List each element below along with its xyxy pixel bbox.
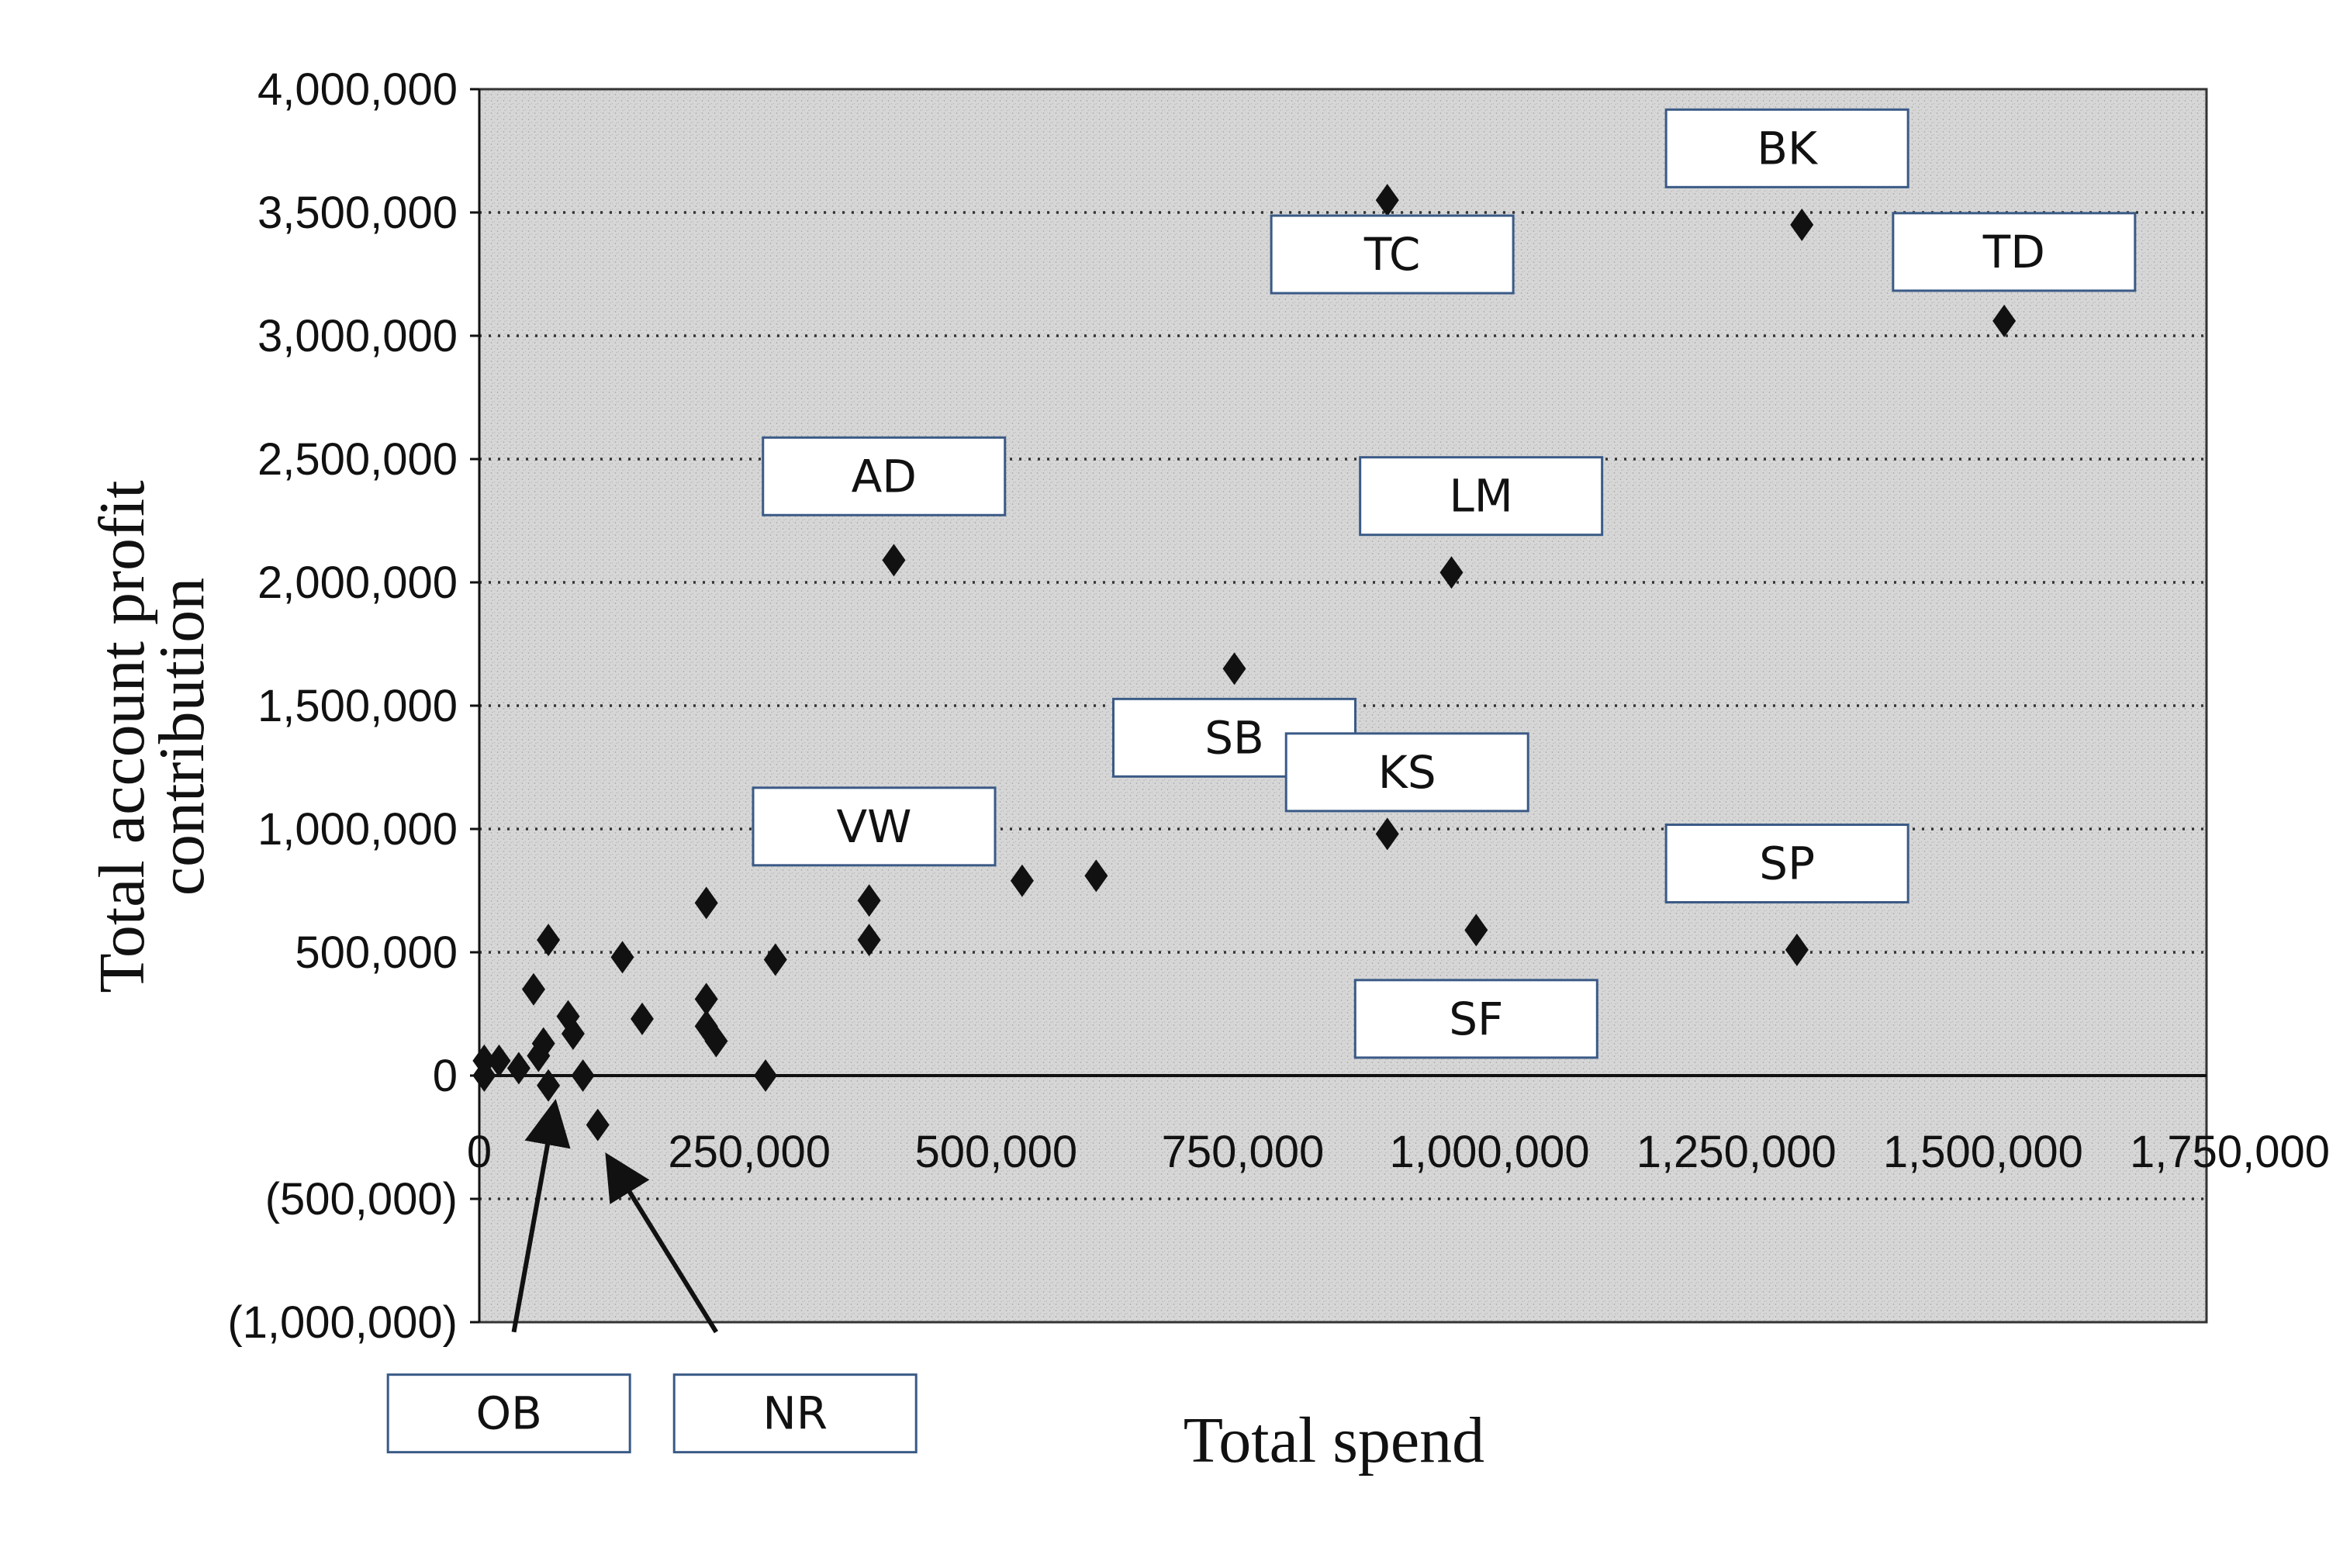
annotation-vw: VW [752, 786, 997, 867]
y-tick-label: 2,500,000 [257, 434, 458, 485]
annotation-label: SP [1759, 838, 1815, 890]
data-point [857, 924, 881, 957]
data-point [763, 943, 787, 976]
y-tick-label: 1,500,000 [257, 681, 458, 731]
data-point [487, 1044, 511, 1077]
data-point [1010, 864, 1034, 897]
annotation-arrow-ob [511, 1098, 571, 1333]
annotation-sf: SF [1353, 979, 1598, 1059]
data-point [1375, 817, 1399, 851]
data-point [1790, 208, 1814, 241]
annotation-box [1353, 979, 1598, 1059]
data-point [1084, 859, 1108, 893]
data-point [857, 884, 881, 917]
data-points [472, 184, 2017, 1141]
y-tick-label: (1,000,000) [227, 1297, 458, 1348]
annotation-box [1892, 212, 2137, 292]
y-tick-labels: 4,000,000 3,500,000 3,000,000 2,500,000 2,00… [227, 64, 479, 1348]
data-point [571, 1059, 595, 1092]
annotation-bk: BK [1664, 108, 1909, 188]
y-axis-title-line2: contribution [146, 578, 218, 896]
y-tick-label: 3,500,000 [257, 188, 458, 238]
annotation-label: AD [852, 450, 917, 503]
data-point [754, 1059, 778, 1092]
annotation-label: NR [762, 1387, 828, 1440]
x-tick-label: 1,000,000 [1390, 1127, 1590, 1177]
annotation-nr: NR [672, 1373, 918, 1454]
annotation-box [1664, 824, 1909, 904]
y-tick-label: (500,000) [265, 1174, 458, 1224]
y-tick-label: 3,000,000 [257, 311, 458, 361]
data-point [882, 544, 906, 577]
x-axis-title: Total spend [1184, 1404, 1484, 1476]
annotation-label: KS [1378, 746, 1436, 799]
annotation-ob: OB [386, 1373, 631, 1454]
annotation-box [752, 786, 997, 867]
x-tick-label: 500,000 [914, 1127, 1077, 1177]
annotation-td: TD [1892, 212, 2137, 292]
x-tick-label: 0 [467, 1127, 492, 1177]
data-point [694, 983, 718, 1016]
data-point [694, 886, 718, 920]
data-point [531, 1027, 555, 1060]
x-tick-label: 750,000 [1162, 1127, 1325, 1177]
data-point [537, 924, 561, 957]
y-tick-label: 0 [433, 1051, 458, 1101]
annotation-lm: LM [1359, 456, 1604, 537]
annotation-tc: TC [1270, 214, 1515, 295]
annotation-label: BK [1757, 122, 1819, 174]
data-point [1375, 184, 1399, 217]
annotation-box [1270, 214, 1515, 295]
x-tick-label: 1,500,000 [1883, 1127, 2083, 1177]
data-point [1439, 556, 1464, 589]
annotation-arrows [511, 1098, 718, 1334]
data-point [1992, 304, 2017, 337]
annotation-box [386, 1373, 631, 1454]
annotation-label: SB [1204, 711, 1264, 764]
y-tick-label: 4,000,000 [257, 64, 458, 115]
annotation-label: TC [1363, 228, 1421, 281]
annotation-box [762, 436, 1007, 516]
annotation-label: SF [1449, 993, 1503, 1045]
data-point [630, 1002, 654, 1035]
data-point [506, 1052, 530, 1085]
x-tick-labels: 0 250,000 500,000 750,000 1,000,000 1,250,000… [467, 1127, 2330, 1177]
data-point [521, 972, 545, 1006]
y-tick-label: 1,000,000 [257, 804, 458, 855]
data-point [472, 1044, 496, 1077]
annotation-box [1359, 456, 1604, 537]
y-tick-label: 2,000,000 [257, 558, 458, 608]
data-point [1785, 933, 1809, 966]
x-tick-label: 1,750,000 [2130, 1127, 2330, 1177]
annotation-box [1284, 732, 1529, 813]
annotation-ad: AD [762, 436, 1007, 516]
x-tick-label: 250,000 [668, 1127, 831, 1177]
annotation-label: VW [837, 800, 912, 853]
annotation-label: OB [475, 1387, 541, 1440]
data-point [537, 1069, 561, 1102]
data-point [1464, 914, 1488, 947]
data-point [586, 1108, 610, 1141]
data-point [610, 941, 634, 974]
annotation-label: TD [1982, 226, 2045, 278]
data-point [704, 1024, 728, 1058]
data-point [561, 1017, 585, 1050]
annotation-ks: KS [1284, 732, 1529, 813]
annotation-arrow-nr [605, 1152, 718, 1334]
annotation-sp: SP [1664, 824, 1909, 904]
annotation-box [1664, 108, 1909, 188]
y-axis-title: Total account profit [86, 480, 158, 993]
annotation-labels: BK TC TD AD LM SB KS VW SP SF OB NR [386, 108, 2137, 1454]
y-tick-label: 500,000 [295, 927, 458, 978]
annotation-label: LM [1449, 470, 1512, 523]
data-point [1222, 652, 1246, 686]
annotation-box [672, 1373, 918, 1454]
x-tick-label: 1,250,000 [1636, 1127, 1837, 1177]
